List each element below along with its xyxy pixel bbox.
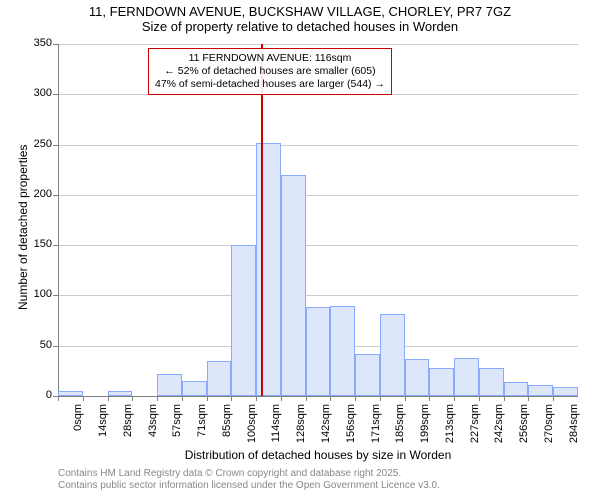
histogram-bar — [207, 361, 232, 396]
y-tick-label: 0 — [22, 389, 52, 401]
histogram-bar — [108, 391, 133, 396]
annotation-box: 11 FERNDOWN AVENUE: 116sqm← 52% of detac… — [148, 48, 392, 95]
grid-line — [58, 195, 578, 196]
x-tick — [182, 396, 183, 401]
x-tick — [231, 396, 232, 401]
x-tick — [281, 396, 282, 401]
x-tick — [454, 396, 455, 401]
grid-line — [58, 145, 578, 146]
histogram-bar — [454, 358, 479, 396]
x-tick-label: 242sqm — [493, 404, 505, 454]
y-axis-label: Number of detached properties — [16, 145, 30, 310]
x-tick-label: 213sqm — [444, 404, 456, 454]
histogram-bar — [157, 374, 182, 396]
chart-root: 11, FERNDOWN AVENUE, BUCKSHAW VILLAGE, C… — [0, 0, 600, 500]
x-tick-label: 85sqm — [221, 404, 233, 454]
x-tick-label: 171sqm — [370, 404, 382, 454]
x-tick-label: 14sqm — [97, 404, 109, 454]
x-tick-label: 43sqm — [147, 404, 159, 454]
histogram-bar — [405, 359, 430, 396]
x-tick-label: 128sqm — [295, 404, 307, 454]
chart-title-line2: Size of property relative to detached ho… — [0, 19, 600, 34]
reference-line — [261, 44, 263, 396]
x-tick — [528, 396, 529, 401]
x-tick — [157, 396, 158, 401]
x-tick — [330, 396, 331, 401]
chart-title-line1: 11, FERNDOWN AVENUE, BUCKSHAW VILLAGE, C… — [0, 0, 600, 19]
x-tick-label: 156sqm — [345, 404, 357, 454]
x-tick — [306, 396, 307, 401]
x-tick — [405, 396, 406, 401]
x-tick — [132, 396, 133, 401]
y-tick-label: 200 — [22, 188, 52, 200]
grid-line — [58, 44, 578, 45]
x-tick — [504, 396, 505, 401]
y-tick-label: 350 — [22, 37, 52, 49]
footer-attribution: Contains HM Land Registry data © Crown c… — [58, 468, 440, 492]
x-tick-label: 199sqm — [419, 404, 431, 454]
footer-line2: Contains public sector information licen… — [58, 480, 440, 492]
x-tick — [256, 396, 257, 401]
x-tick-label: 142sqm — [320, 404, 332, 454]
histogram-bar — [479, 368, 504, 396]
annotation-line: ← 52% of detached houses are smaller (60… — [155, 65, 385, 78]
histogram-bar — [306, 307, 331, 396]
histogram-bar — [553, 387, 578, 396]
histogram-bar — [504, 382, 529, 396]
x-tick — [355, 396, 356, 401]
annotation-line: 47% of semi-detached houses are larger (… — [155, 78, 385, 91]
histogram-bar — [182, 381, 207, 396]
y-tick-label: 300 — [22, 87, 52, 99]
x-tick — [479, 396, 480, 401]
x-tick-label: 227sqm — [469, 404, 481, 454]
histogram-bar — [256, 143, 281, 396]
bottom-axis — [58, 396, 578, 397]
y-tick-label: 50 — [22, 339, 52, 351]
histogram-bar — [281, 175, 306, 396]
y-tick-label: 150 — [22, 238, 52, 250]
y-tick-label: 250 — [22, 138, 52, 150]
x-tick-label: 57sqm — [171, 404, 183, 454]
plot-area — [58, 44, 578, 396]
histogram-bar — [231, 245, 256, 396]
x-tick-label: 114sqm — [270, 404, 282, 454]
x-tick-label: 71sqm — [196, 404, 208, 454]
x-tick — [58, 396, 59, 401]
x-tick-label: 256sqm — [518, 404, 530, 454]
grid-line — [58, 245, 578, 246]
histogram-bar — [58, 391, 83, 396]
x-tick — [83, 396, 84, 401]
histogram-bar — [380, 314, 405, 396]
y-tick-label: 100 — [22, 288, 52, 300]
x-tick — [429, 396, 430, 401]
x-tick-label: 270sqm — [543, 404, 555, 454]
x-tick-label: 284sqm — [568, 404, 580, 454]
x-tick-label: 185sqm — [394, 404, 406, 454]
x-tick-label: 0sqm — [72, 404, 84, 454]
x-tick — [207, 396, 208, 401]
grid-line — [58, 295, 578, 296]
footer-line1: Contains HM Land Registry data © Crown c… — [58, 468, 440, 480]
x-tick — [553, 396, 554, 401]
histogram-bar — [355, 354, 380, 396]
x-tick-label: 100sqm — [246, 404, 258, 454]
left-axis — [58, 44, 59, 396]
annotation-line: 11 FERNDOWN AVENUE: 116sqm — [155, 52, 385, 65]
x-tick-label: 28sqm — [122, 404, 134, 454]
histogram-bar — [528, 385, 553, 396]
x-tick — [380, 396, 381, 401]
histogram-bar — [330, 306, 355, 396]
histogram-bar — [429, 368, 454, 396]
x-tick — [108, 396, 109, 401]
